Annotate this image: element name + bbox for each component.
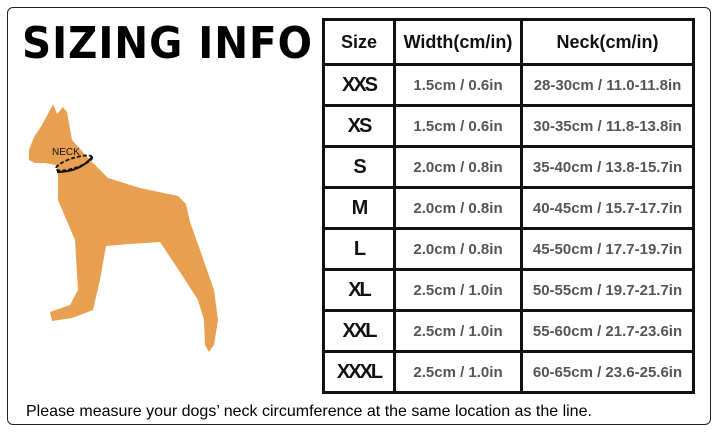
neck-line-front xyxy=(56,156,93,173)
measurement-note: Please measure your dogs’ neck circumfer… xyxy=(26,403,592,420)
size-cell: XL xyxy=(322,268,396,312)
table-row: XXXL 2.5cm / 1.0in 60-65cm / 23.6-25.6in xyxy=(322,350,695,394)
width-cell: 2.0cm / 0.8in xyxy=(393,145,523,189)
table-row: XXL 2.5cm / 1.0in 55-60cm / 21.7-23.6in xyxy=(322,309,695,353)
size-cell: XXS xyxy=(322,63,396,107)
width-cell: 1.5cm / 0.6in xyxy=(393,63,523,107)
size-cell: S xyxy=(322,145,396,189)
header-width: Width(cm/in) xyxy=(393,18,523,66)
size-chart-table: Size Width(cm/in) Neck(cm/in) XXS 1.5cm /… xyxy=(322,18,695,394)
size-cell: XXXL xyxy=(322,350,396,394)
neck-cell: 28-30cm / 11.0-11.8in xyxy=(520,63,695,107)
size-cell: XXL xyxy=(322,309,396,353)
width-cell: 2.5cm / 1.0in xyxy=(393,268,523,312)
size-cell: M xyxy=(322,186,396,230)
neck-cell: 60-65cm / 23.6-25.6in xyxy=(520,350,695,394)
table-row: M 2.0cm / 0.8in 40-45cm / 15.7-17.7in xyxy=(322,186,695,230)
dog-silhouette-diagram: NECK xyxy=(29,104,218,352)
width-cell: 1.5cm / 0.6in xyxy=(393,104,523,148)
dog-silhouette xyxy=(29,104,218,352)
table-row: XS 1.5cm / 0.6in 30-35cm / 11.8-13.8in xyxy=(322,104,695,148)
header-size: Size xyxy=(322,18,396,66)
size-cell: L xyxy=(322,227,396,271)
neck-cell: 45-50cm / 17.7-19.7in xyxy=(520,227,695,271)
width-cell: 2.5cm / 1.0in xyxy=(393,309,523,353)
table-header-row: Size Width(cm/in) Neck(cm/in) xyxy=(322,18,695,66)
neck-cell: 50-55cm / 19.7-21.7in xyxy=(520,268,695,312)
table-row: S 2.0cm / 0.8in 35-40cm / 13.8-15.7in xyxy=(322,145,695,189)
width-cell: 2.0cm / 0.8in xyxy=(393,227,523,271)
table-row: XL 2.5cm / 1.0in 50-55cm / 19.7-21.7in xyxy=(322,268,695,312)
neck-cell: 35-40cm / 13.8-15.7in xyxy=(520,145,695,189)
page-title: SIZING INFO xyxy=(22,18,313,69)
neck-label: NECK xyxy=(52,147,80,158)
header-neck: Neck(cm/in) xyxy=(520,18,695,66)
table-row: XXS 1.5cm / 0.6in 28-30cm / 11.0-11.8in xyxy=(322,63,695,107)
width-cell: 2.5cm / 1.0in xyxy=(393,350,523,394)
neck-cell: 55-60cm / 21.7-23.6in xyxy=(520,309,695,353)
neck-cell: 40-45cm / 15.7-17.7in xyxy=(520,186,695,230)
neck-cell: 30-35cm / 11.8-13.8in xyxy=(520,104,695,148)
width-cell: 2.0cm / 0.8in xyxy=(393,186,523,230)
table-row: L 2.0cm / 0.8in 45-50cm / 17.7-19.7in xyxy=(322,227,695,271)
image-frame xyxy=(7,7,711,425)
size-cell: XS xyxy=(322,104,396,148)
